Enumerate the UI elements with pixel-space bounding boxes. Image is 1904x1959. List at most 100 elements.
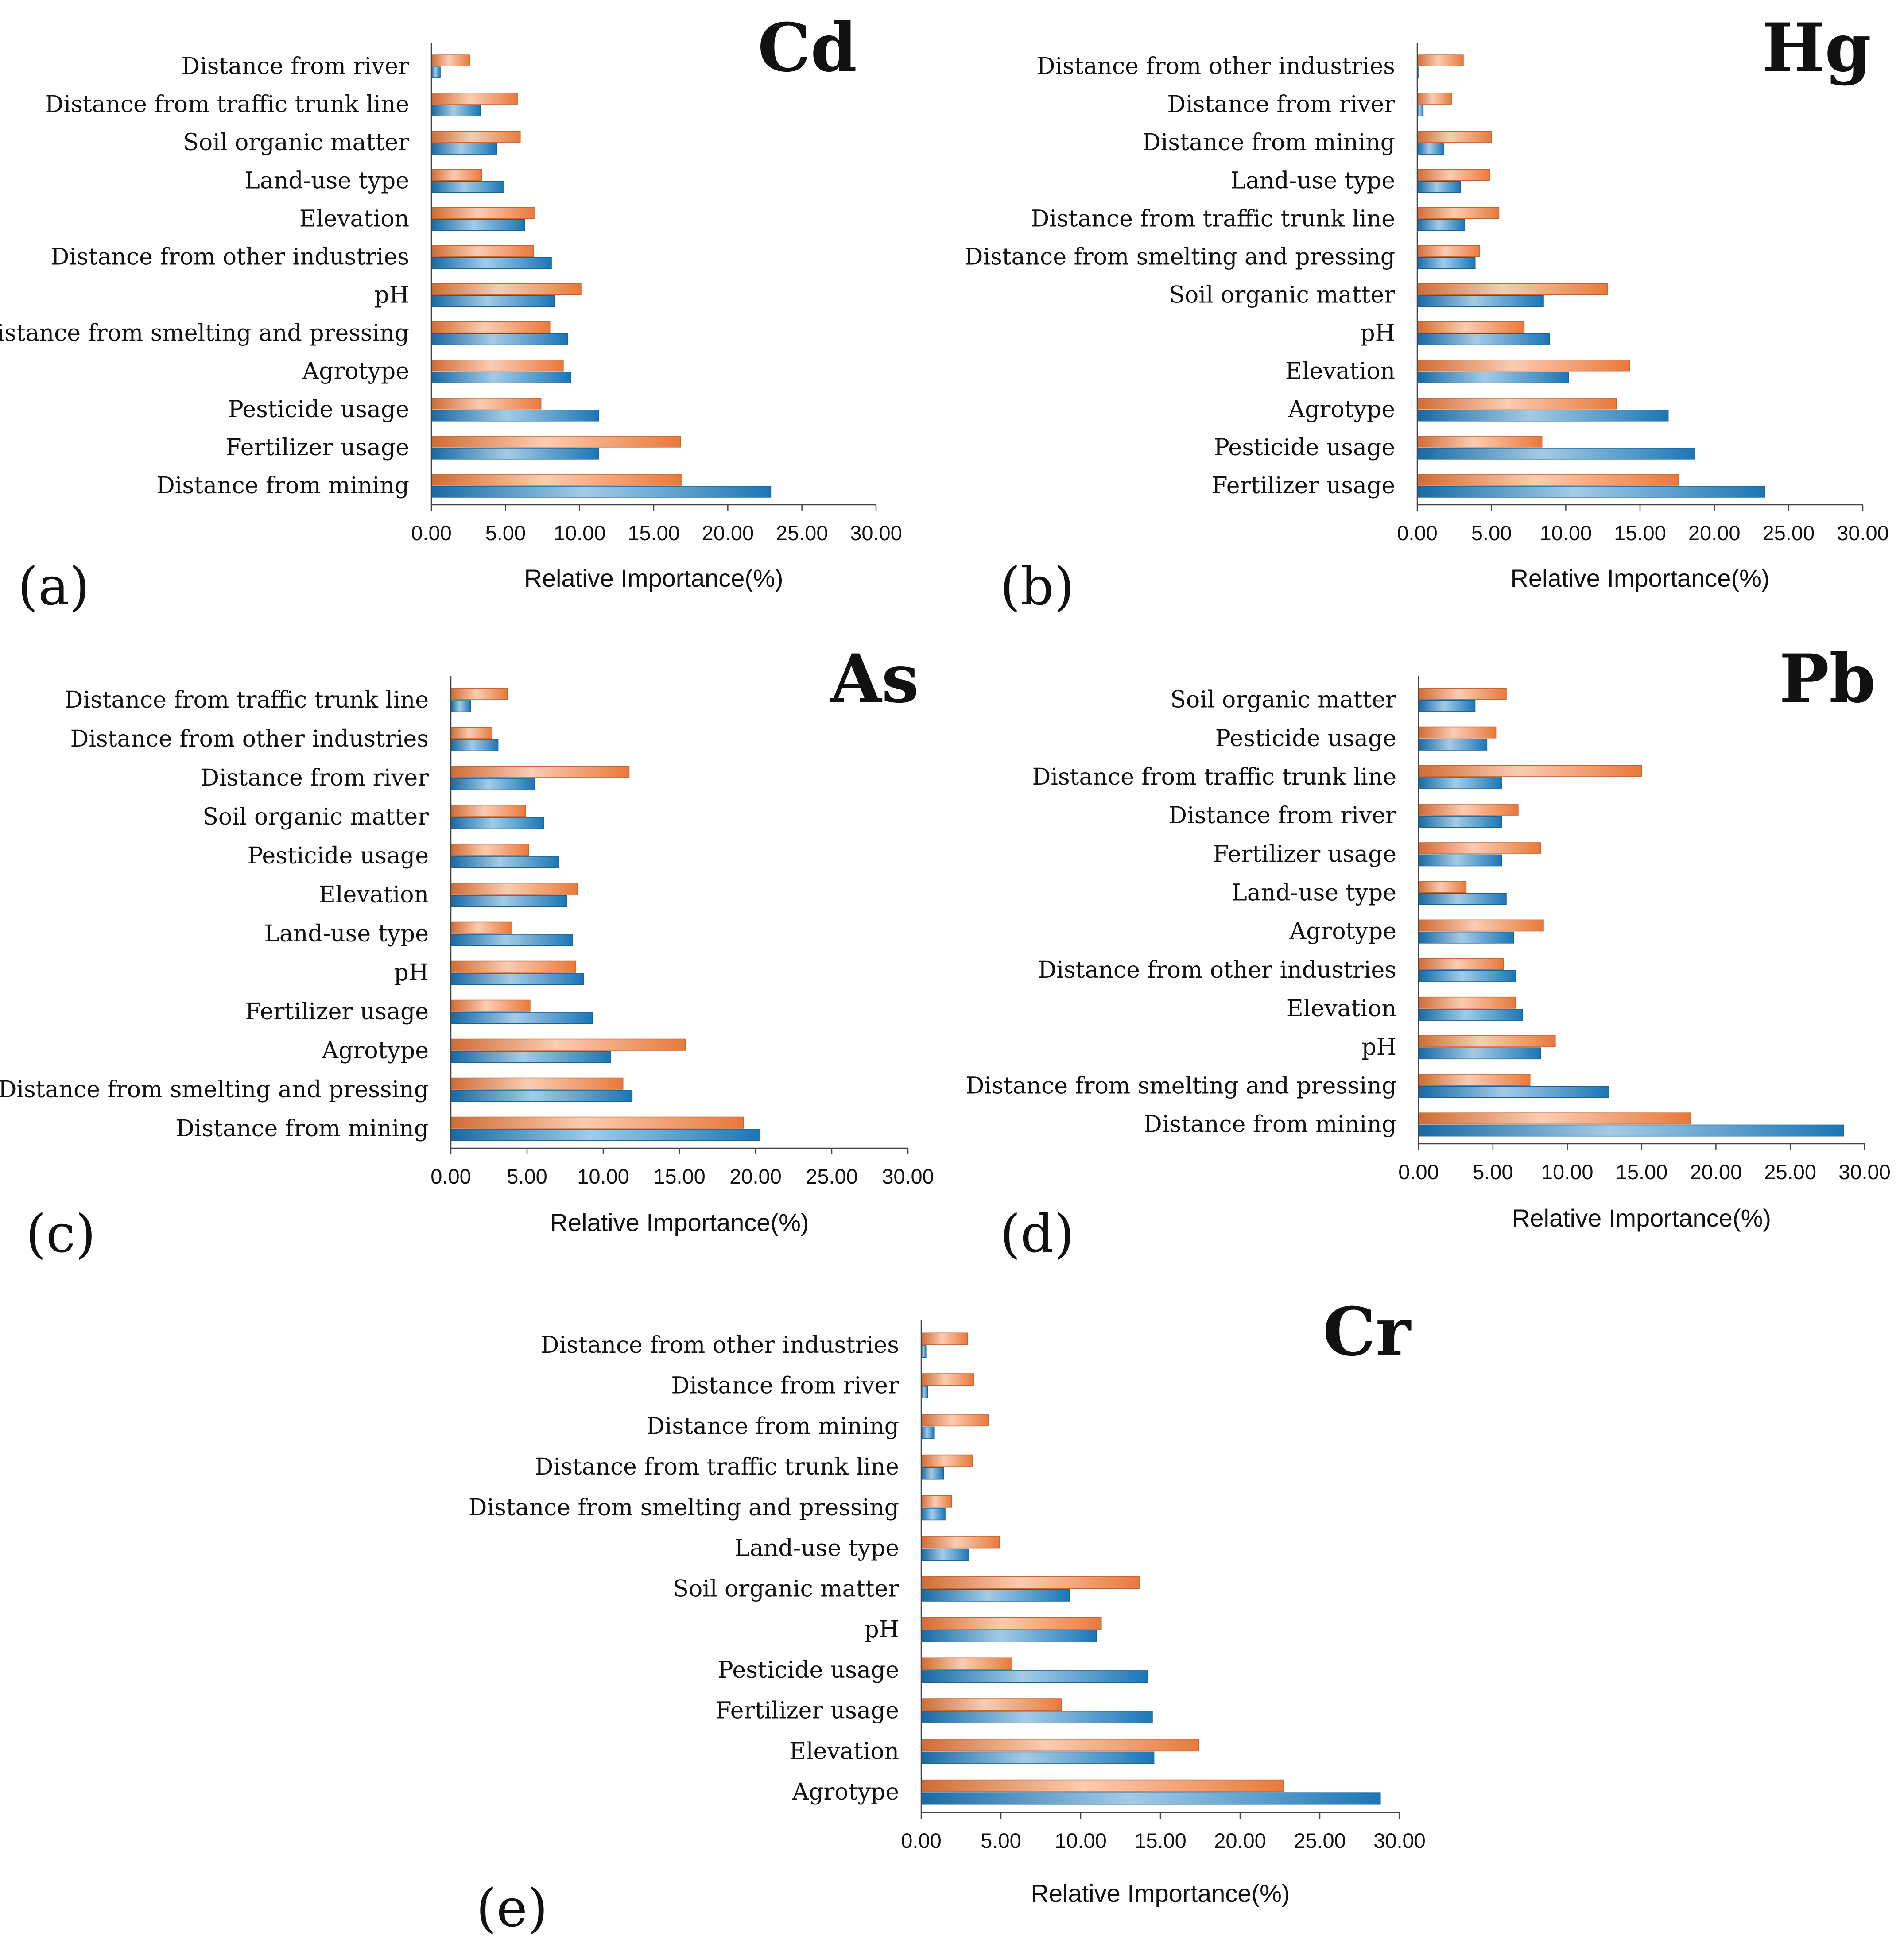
bar-pb-series2-0 (1418, 700, 1476, 712)
x-tick-label: 30.00 (1838, 1160, 1891, 1184)
x-axis-title: Relative Importance(%) (550, 1208, 809, 1236)
bar-hg-series2-9 (1417, 410, 1669, 422)
category-label: Distance from smelting and pressing (469, 1494, 899, 1521)
category-label: Fertilizer usage (245, 999, 429, 1025)
x-axis-title: Relative Importance(%) (1510, 564, 1769, 592)
category-label: Agrotype (792, 1779, 899, 1805)
x-tick-label: 25.00 (1764, 1160, 1816, 1184)
x-tick-label: 15.00 (653, 1165, 706, 1188)
chart-panel-cr: Distance from other industries Distance f… (469, 1293, 1426, 1939)
bar-pb-series1-10 (1418, 1074, 1531, 1086)
bar-pb-series1-5 (1418, 881, 1467, 893)
bar-cr-series2-8 (921, 1670, 1148, 1683)
bar-cd-series1-0 (431, 54, 470, 66)
bar-pb-series2-6 (1418, 931, 1514, 944)
category-label: Distance from mining (1142, 129, 1395, 156)
bar-cd-series1-2 (431, 131, 521, 143)
bar-cd-series2-2 (431, 143, 497, 155)
panel-title: Cd (758, 9, 857, 87)
bar-cr-series1-11 (921, 1779, 1284, 1792)
panel-title: As (829, 640, 919, 718)
bar-hg-series2-5 (1417, 257, 1476, 269)
bar-as-series2-8 (450, 1012, 593, 1024)
category-label: Elevation (789, 1738, 899, 1765)
bar-cd-series2-9 (431, 410, 599, 422)
category-label: Distance from smelting and pressing (0, 1076, 429, 1103)
category-label: pH (1361, 1034, 1396, 1061)
panel-title: Cr (1323, 1293, 1412, 1371)
x-tick-label: 15.00 (1134, 1829, 1187, 1852)
bar-cr-series1-0 (921, 1332, 968, 1345)
chart-panel-hg: Distance from other industries Distance f… (965, 9, 1889, 617)
category-label: Soil organic matter (202, 804, 429, 830)
category-label: Agrotype (1288, 396, 1395, 423)
bar-hg-series1-2 (1417, 131, 1492, 143)
category-label: Land-use type (734, 1535, 899, 1562)
bar-cr-series2-6 (921, 1589, 1070, 1602)
bar-hg-series1-8 (1417, 359, 1630, 372)
bar-cd-series2-5 (431, 257, 552, 269)
bar-pb-series1-8 (1418, 996, 1516, 1009)
category-label: Distance from river (1167, 91, 1395, 118)
category-label: Distance from other industries (51, 244, 409, 270)
category-label: Land-use type (264, 921, 429, 947)
x-tick-label: 0.00 (411, 521, 451, 545)
x-tick-label: 20.00 (702, 521, 754, 545)
bar-as-series1-0 (450, 688, 508, 700)
x-tick-label: 30.00 (1837, 521, 1889, 545)
x-tick-label: 0.00 (1398, 1160, 1439, 1184)
bar-pb-series2-10 (1418, 1086, 1609, 1098)
bar-cr-series1-10 (921, 1739, 1199, 1752)
bar-as-series2-6 (450, 934, 573, 946)
bar-as-series1-5 (450, 883, 578, 895)
x-tick-label: 20.00 (729, 1165, 782, 1188)
category-label: Distance from other industries (70, 726, 429, 752)
bar-hg-series2-6 (1417, 295, 1544, 307)
panel-letter: (a) (18, 556, 89, 617)
bar-hg-series1-0 (1417, 54, 1464, 66)
bar-hg-series1-11 (1417, 474, 1679, 486)
bar-as-series2-9 (450, 1051, 611, 1063)
bar-as-series1-2 (450, 766, 630, 778)
category-label: Distance from other industries (1037, 53, 1395, 80)
bar-hg-series2-10 (1417, 448, 1695, 460)
bar-pb-series2-5 (1418, 893, 1507, 905)
x-tick-label: 25.00 (806, 1165, 858, 1188)
category-label: Distance from other industries (541, 1332, 899, 1359)
bar-pb-series1-3 (1418, 804, 1519, 816)
bar-cr-series1-9 (921, 1698, 1062, 1711)
bar-hg-series1-10 (1417, 436, 1543, 448)
bar-as-series1-10 (450, 1077, 624, 1090)
x-tick-label: 30.00 (882, 1165, 934, 1188)
category-label: Soil organic matter (1170, 687, 1396, 713)
bar-hg-series1-7 (1417, 321, 1525, 333)
bar-cr-series1-5 (921, 1536, 1000, 1549)
category-label: Distance from traffic trunk line (65, 687, 429, 713)
bar-pb-series1-1 (1418, 726, 1497, 739)
bar-as-series1-8 (450, 999, 531, 1012)
x-tick-label: 10.00 (1055, 1829, 1107, 1852)
bar-pb-series2-7 (1418, 970, 1516, 982)
bar-cr-series1-7 (921, 1617, 1102, 1630)
bar-hg-series2-1 (1417, 105, 1424, 116)
bar-pb-series2-2 (1418, 777, 1502, 789)
bar-cd-series2-0 (431, 66, 441, 78)
bar-as-series2-3 (450, 817, 544, 829)
category-label: Distance from river (181, 53, 409, 80)
panel-letter: (e) (476, 1878, 548, 1939)
category-label: pH (1360, 320, 1395, 347)
bar-hg-series1-5 (1417, 245, 1480, 257)
x-tick-label: 25.00 (1763, 521, 1815, 545)
category-label: Distance from traffic trunk line (45, 91, 409, 118)
x-tick-label: 15.00 (1614, 521, 1666, 545)
category-label: Fertilizer usage (226, 434, 409, 461)
category-label: pH (374, 282, 409, 309)
category-label: Distance from mining (646, 1413, 899, 1440)
category-label: Distance from smelting and pressing (965, 244, 1395, 270)
bar-cr-series2-5 (921, 1548, 969, 1561)
panel-letter: (d) (1000, 1203, 1074, 1264)
bar-cr-series1-2 (921, 1414, 989, 1427)
bar-cr-series2-9 (921, 1711, 1153, 1723)
x-tick-label: 5.00 (981, 1829, 1021, 1852)
x-tick-label: 0.00 (430, 1165, 471, 1188)
